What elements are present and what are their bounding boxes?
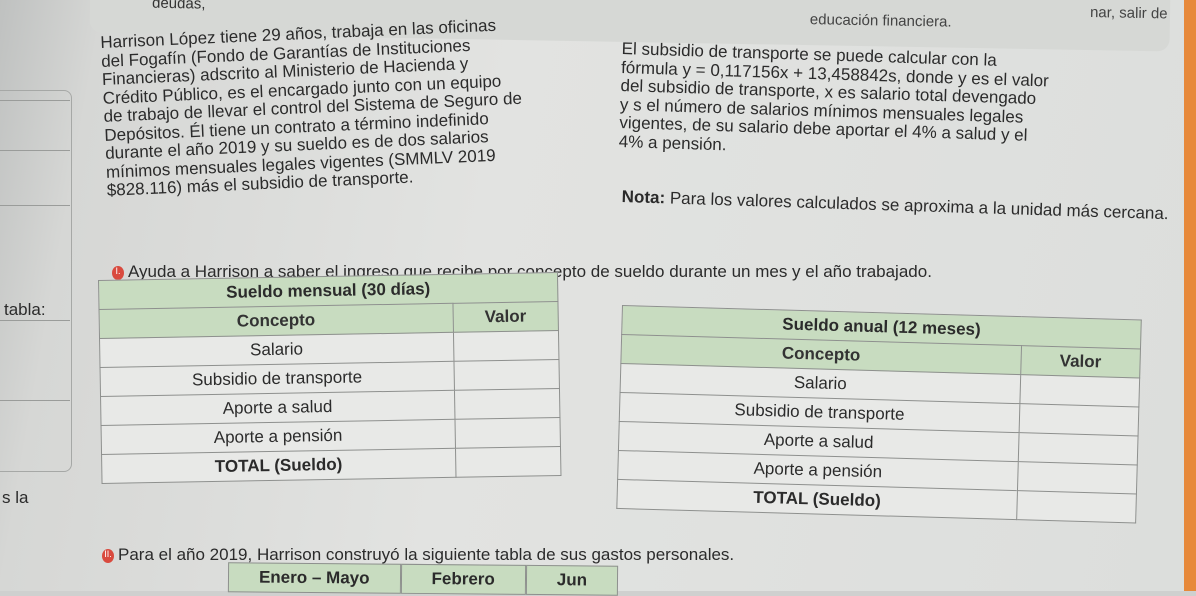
value-cell[interactable] xyxy=(1017,461,1138,494)
value-cell[interactable] xyxy=(1016,490,1137,523)
margin-label-tabla: tabla: xyxy=(4,300,46,319)
task-2-number: II. xyxy=(102,548,114,563)
task-1-number: I. xyxy=(112,265,124,280)
value-cell[interactable] xyxy=(454,388,560,420)
margin-label-la: s la xyxy=(2,488,29,507)
column-header: Valor xyxy=(1020,345,1141,378)
header-febrero: Febrero xyxy=(400,563,526,595)
header-enero-mayo: Enero – Mayo xyxy=(227,562,401,594)
top-fragment-center: educación financiera. xyxy=(809,11,952,31)
page-edge-stripe xyxy=(1184,0,1196,591)
value-cell[interactable] xyxy=(455,446,561,478)
top-fragment-left: deudas, xyxy=(151,0,206,13)
annual-salary-table: Sueldo anual (12 meses) Concepto Valor Sa… xyxy=(616,305,1142,524)
value-cell[interactable] xyxy=(454,417,561,449)
value-cell[interactable] xyxy=(453,330,559,362)
intro-paragraph: Harrison López tiene 29 años, trabaja en… xyxy=(99,15,523,200)
header-junio: Jun xyxy=(525,564,619,596)
column-header: Valor xyxy=(452,301,559,333)
formula-paragraph: El subsidio de transporte se puede calcu… xyxy=(618,39,1050,154)
task-2: II. Para el año 2019, Harrison construyó … xyxy=(102,545,734,565)
value-cell[interactable] xyxy=(453,359,560,391)
value-cell[interactable] xyxy=(1018,403,1139,436)
value-cell[interactable] xyxy=(1018,432,1139,465)
monthly-salary-table: Sueldo mensual (30 días) Concepto Valor S… xyxy=(98,271,562,484)
top-fragment-right: nar, salir de xyxy=(1089,4,1168,23)
note-paragraph: Nota: Para los valores calculados se apr… xyxy=(621,187,1169,224)
value-cell[interactable] xyxy=(1019,374,1140,407)
margin-box xyxy=(0,90,72,472)
